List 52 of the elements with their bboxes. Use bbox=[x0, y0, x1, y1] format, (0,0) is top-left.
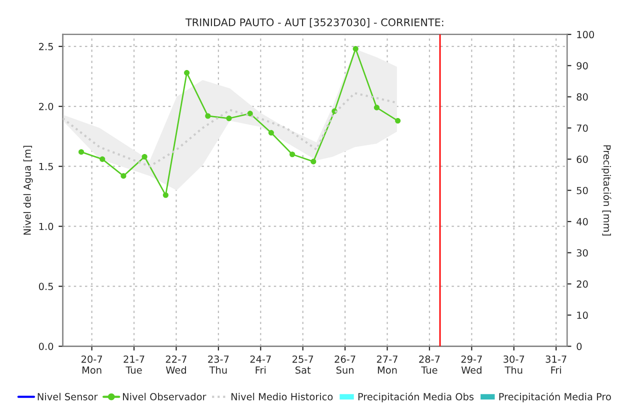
legend-label: Nivel Observador bbox=[123, 392, 206, 400]
point bbox=[100, 156, 106, 162]
x-tick-label: 31-7 Fri bbox=[546, 355, 566, 374]
y2-axis-title: Precipitación [mm] bbox=[602, 145, 612, 236]
y-tick-label: 1.5 bbox=[39, 162, 53, 170]
point bbox=[162, 192, 168, 198]
point bbox=[268, 130, 274, 136]
x-tick-label: 23-7 Thu bbox=[208, 355, 229, 374]
y2-tick-label: 0 bbox=[576, 342, 582, 350]
x-tick-label: 25-7 Sat bbox=[292, 355, 314, 374]
y-tick-label: 2.0 bbox=[39, 102, 54, 110]
x-tick-label: 28-7 Tue bbox=[419, 355, 440, 374]
chart-title: TRINIDAD PAUTO - AUT [35237030] - CORRIENTE: bbox=[185, 18, 444, 28]
point bbox=[352, 46, 358, 52]
y-tick-label: 2.5 bbox=[39, 42, 53, 50]
y-tick-label: 0.5 bbox=[38, 282, 53, 290]
x-tick-label: 21-7 Tue bbox=[124, 355, 144, 374]
point bbox=[290, 152, 296, 158]
point bbox=[120, 173, 126, 179]
point bbox=[374, 104, 380, 110]
y2-tick-label: 20 bbox=[576, 280, 588, 288]
legend-label: Precipitación Media Pro bbox=[499, 392, 611, 402]
point bbox=[142, 154, 148, 160]
y-tick-label: 1.0 bbox=[39, 222, 54, 230]
point bbox=[395, 118, 401, 124]
point bbox=[226, 116, 232, 122]
point bbox=[184, 70, 190, 76]
point bbox=[205, 113, 211, 119]
x-tick-label: 29-7 Wed bbox=[461, 355, 482, 374]
y-tick-label: 0.0 bbox=[38, 342, 54, 350]
y2-tick-label: 80 bbox=[576, 93, 588, 101]
y-axis-title: Nivel del Agua [m] bbox=[23, 146, 33, 235]
point bbox=[78, 149, 84, 155]
y2-tick-label: 70 bbox=[576, 124, 588, 132]
legend-label: Nivel Medio Historico bbox=[232, 392, 333, 400]
y2-tick-label: 10 bbox=[577, 312, 588, 319]
point bbox=[310, 158, 316, 164]
y2-tick-label: 40 bbox=[576, 218, 588, 226]
x-tick-label: 24-7 Fri bbox=[250, 355, 271, 374]
x-tick-label: 22-7 Wed bbox=[166, 355, 186, 374]
y2-tick-label: 60 bbox=[576, 156, 588, 163]
x-tick-label: 26-7 Sun bbox=[334, 355, 356, 374]
y2-tick-label: 50 bbox=[576, 186, 588, 194]
x-tick-label: 30-7 Thu bbox=[504, 355, 524, 374]
legend-label: Nivel Sensor bbox=[38, 392, 98, 400]
x-tick-label: 27-7 Mon bbox=[376, 355, 398, 374]
point bbox=[247, 110, 253, 116]
legend-label: Precipitación Media Obs bbox=[358, 392, 474, 402]
x-tick-label: 20-7 Mon bbox=[81, 355, 102, 374]
y2-tick-label: 90 bbox=[576, 62, 588, 70]
y2-tick-label: 100 bbox=[577, 30, 594, 38]
y2-tick-label: 30 bbox=[576, 249, 588, 257]
